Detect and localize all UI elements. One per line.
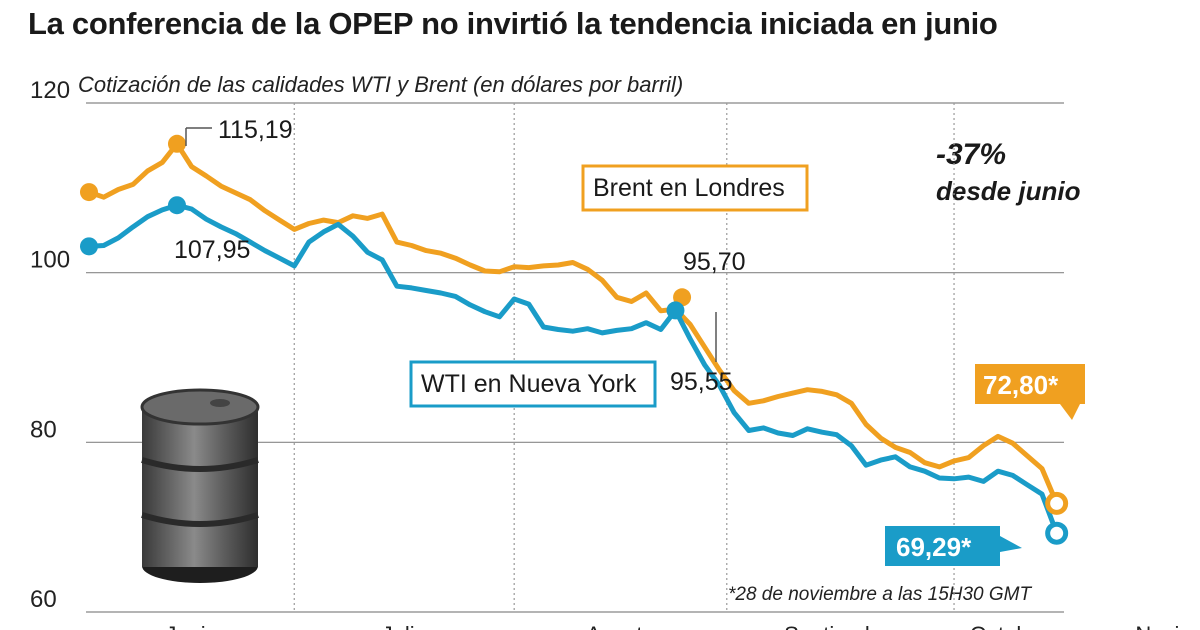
wti-mid-point: [666, 301, 685, 320]
month-label-1: Julio: [382, 622, 427, 630]
brent-legend-box: [581, 164, 809, 212]
label-layer: 115,19 107,95 95,70 95,55 Brent en Londr…: [174, 116, 1085, 566]
month-label-5: Noviembre: [1135, 622, 1200, 630]
brent-last-label: 72,80*: [983, 370, 1059, 400]
wti-mid-label: 95,55: [670, 368, 733, 396]
wti-peak-point: [167, 196, 186, 215]
y-tick-100: 100: [30, 247, 70, 274]
series-line-1: [86, 202, 1060, 536]
y-tick-120: 120: [30, 77, 70, 104]
change-label: desde junio: [936, 176, 1081, 206]
wti-peak-label: 107,95: [174, 236, 250, 264]
brent-legend-label: Brent en Londres: [593, 174, 785, 202]
series-layer: [80, 134, 1069, 545]
month-label-3: Septiembre: [784, 622, 897, 630]
grid-layer: 60 80 100 120 Junio Julio Agosto Septiembre Octu…: [30, 77, 1200, 630]
brent-last-callout: [975, 364, 1085, 420]
chart-footnote: *28 de noviembre a las 15H30 GMT: [728, 584, 1032, 605]
y-tick-60: 60: [30, 586, 57, 613]
series-line-0: [86, 141, 1060, 506]
brent-start-point: [80, 183, 98, 202]
wti-legend-label: WTI en Nueva York: [421, 370, 637, 398]
month-label-2: Agosto: [586, 622, 655, 630]
brent-last-point: [1045, 491, 1069, 515]
brent-peak-label: 115,19: [218, 116, 293, 144]
wti-legend-box: [409, 360, 657, 408]
month-label-4: Octubre: [970, 622, 1048, 630]
chart-title: La conferencia de la OPEP no invirtió la…: [28, 6, 998, 41]
y-tick-80: 80: [30, 416, 57, 443]
oil-barrel-icon: [140, 388, 260, 583]
wti-last-callout: [885, 526, 1022, 566]
month-label-0: Junio: [165, 622, 218, 630]
brent-peak-point: [167, 134, 186, 153]
change-percentage: -37%: [936, 138, 1007, 171]
wti-last-point: [1045, 521, 1069, 545]
chart-subtitle: Cotización de las calidades WTI y Brent …: [78, 72, 684, 97]
brent-mid-label: 95,70: [683, 248, 746, 276]
wti-last-label: 69,29*: [896, 532, 972, 562]
wti-start-point: [80, 237, 98, 256]
